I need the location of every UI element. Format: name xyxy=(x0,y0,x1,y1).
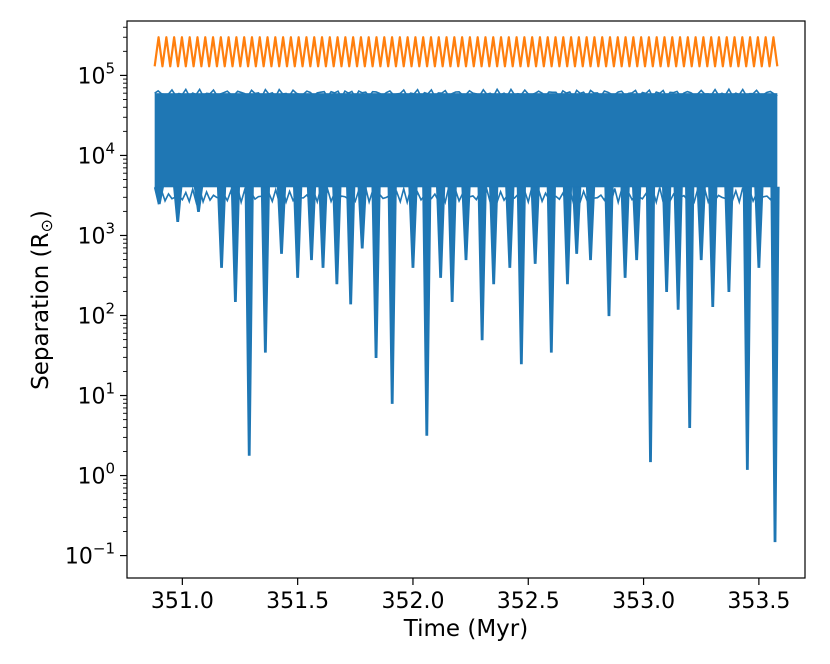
series-blue-dip xyxy=(173,186,183,222)
series-blue-dip xyxy=(461,186,471,261)
series-blue-dip xyxy=(620,186,630,278)
series-blue-dip xyxy=(477,186,487,341)
series-blue-dip xyxy=(216,186,227,268)
y-tick-exponent: 3 xyxy=(105,219,115,237)
y-axis-label-text: Separation (R xyxy=(28,233,54,390)
series-blue-dip xyxy=(546,186,556,353)
series-blue-dip xyxy=(754,186,764,268)
series-blue-dip xyxy=(673,186,683,310)
y-axis-label-close: ) xyxy=(28,210,54,219)
x-axis-label: Time (Myr) xyxy=(403,616,528,642)
y-tick-exponent: −1 xyxy=(93,540,115,558)
x-tick-label: 351.0 xyxy=(151,589,214,614)
series-blue-dip xyxy=(371,186,381,358)
y-axis-label: Separation (R⊙) xyxy=(28,210,56,390)
series-blue-dip xyxy=(604,186,614,317)
y-tick-label: 101 xyxy=(77,380,115,410)
series-blue-dip xyxy=(193,186,204,212)
series-blue-dip xyxy=(244,186,254,456)
x-axis: 351.0 351.5 352.0 352.5 353.0 353.5 xyxy=(151,578,790,614)
y-tick-label: 100 xyxy=(77,460,115,490)
y-tick-base: 10 xyxy=(77,465,105,490)
series-blue-dip xyxy=(293,186,303,278)
series-blue-dip xyxy=(318,186,328,268)
plot-frame xyxy=(126,20,806,579)
y-tick-base: 10 xyxy=(77,224,105,249)
series-blue-dip xyxy=(260,186,270,353)
series-blue-dip xyxy=(346,186,356,305)
series-blue-dip xyxy=(230,186,241,303)
series-blue-dip xyxy=(306,186,317,261)
series-blue-dip xyxy=(696,186,706,261)
series-blue-dip xyxy=(530,186,540,264)
series-blue-band xyxy=(154,93,778,188)
series-blue-dip xyxy=(276,186,287,254)
y-tick-base: 10 xyxy=(77,305,105,330)
x-tick-label: 351.5 xyxy=(266,589,329,614)
series-blue-dip xyxy=(662,186,672,293)
y-tick-base: 10 xyxy=(77,64,105,89)
series-blue-dip xyxy=(332,186,342,285)
x-tick-label: 352.5 xyxy=(497,589,560,614)
y-tick-base: 10 xyxy=(77,144,105,169)
series-blue-dip xyxy=(585,186,596,261)
x-tick-label: 353.0 xyxy=(612,589,675,614)
series-blue-dip xyxy=(742,186,752,470)
series-blue-dip xyxy=(562,186,573,285)
series-blue-dip xyxy=(516,186,526,365)
series-blue-dip xyxy=(387,186,397,404)
series-blue-dip xyxy=(770,186,780,543)
series-layer xyxy=(153,36,780,543)
y-tick-exponent: 0 xyxy=(105,460,115,478)
y-tick-label: 103 xyxy=(77,219,115,249)
y-tick-exponent: 5 xyxy=(105,59,115,77)
series-blue-dip xyxy=(447,186,457,303)
series-blue-dip xyxy=(645,186,656,463)
y-tick-label: 105 xyxy=(77,59,115,89)
series-blue-dip xyxy=(422,186,432,436)
series-blue-dip xyxy=(708,186,718,307)
series-blue-dip xyxy=(505,186,515,268)
x-tick-label: 352.0 xyxy=(381,589,444,614)
series-orange-line xyxy=(153,36,779,68)
y-tick-exponent: 2 xyxy=(105,300,115,318)
series-blue-dip xyxy=(632,186,642,261)
y-tick-label: 102 xyxy=(77,300,115,330)
series-blue-dip xyxy=(408,186,418,268)
y-tick-base: 10 xyxy=(65,545,93,570)
series-blue-dip xyxy=(436,186,446,278)
series-blue-dip xyxy=(489,186,499,285)
sun-symbol: ⊙ xyxy=(37,219,56,232)
y-tick-base: 10 xyxy=(77,385,105,410)
y-tick-exponent: 4 xyxy=(105,139,115,157)
series-blue-dip xyxy=(357,186,367,249)
series-blue-dip xyxy=(572,186,582,254)
series-blue-dip xyxy=(685,186,695,428)
y-tick-label: 10−1 xyxy=(65,540,115,570)
series-blue-top-edge xyxy=(154,87,778,100)
series-blue-dip xyxy=(154,186,165,205)
y-tick-exponent: 1 xyxy=(105,380,115,398)
y-tick-label: 104 xyxy=(77,139,115,169)
series-blue-dip xyxy=(724,186,734,293)
x-tick-label: 353.5 xyxy=(727,589,790,614)
